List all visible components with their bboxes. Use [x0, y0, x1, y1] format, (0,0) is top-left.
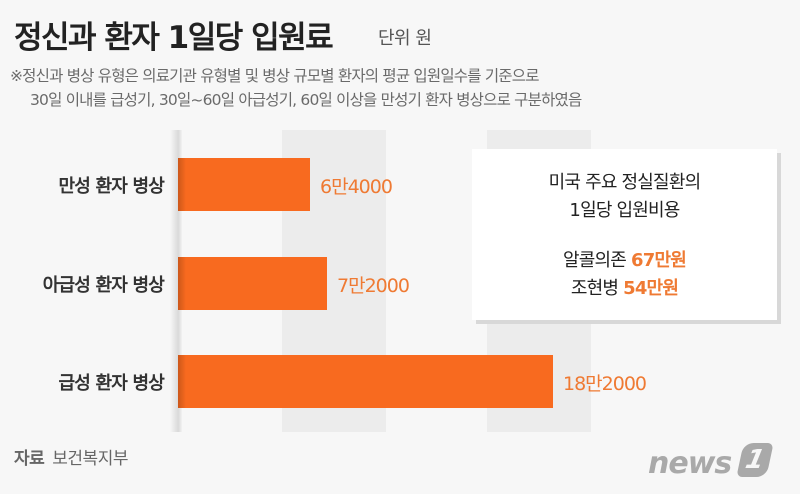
news1-logo: news	[648, 446, 732, 481]
infobox-heading-line-1: 미국 주요 정실질환의	[548, 172, 701, 193]
value-label: 18만2000	[563, 373, 647, 395]
infobox-item-schizophrenia: 조현병 54만원	[472, 275, 777, 303]
category-label: 급성 환자 병상	[58, 373, 165, 394]
bar-acute	[178, 355, 553, 408]
source-key: 자료	[14, 449, 45, 469]
category-label: 만성 환자 병상	[58, 176, 165, 197]
footnote-line-2: 30일 이내를 급성기, 30일~60일 아급성기, 60일 이상을 만성기 환…	[30, 91, 582, 109]
infobox-item-label: 알콜의존	[563, 250, 627, 271]
news1-logo-badge-icon: 1	[736, 443, 774, 477]
footnote-line-1: ※정신과 병상 유형은 의료기관 유형별 및 병상 규모별 환자의 평균 입원일…	[10, 67, 539, 85]
infobox-item-value: 67만원	[631, 250, 687, 271]
source-value: 보건복지부	[52, 449, 128, 469]
value-label: 6만4000	[320, 176, 393, 198]
infobox-heading-line-2: 1일당 입원비용	[569, 200, 680, 221]
us-cost-infobox: 미국 주요 정실질환의 1일당 입원비용 알콜의존 67만원 조현병 54만원	[472, 149, 777, 320]
infobox-item-label: 조현병	[570, 278, 619, 299]
source-credit: 자료 보건복지부	[14, 444, 128, 469]
value-label: 7만2000	[337, 275, 410, 297]
chart-title: 정신과 환자 1일당 입원료	[14, 20, 334, 56]
infobox-item-value: 54만원	[623, 278, 679, 299]
bar-chronic	[178, 158, 310, 211]
bar-subacute	[178, 257, 327, 310]
footnote: ※정신과 병상 유형은 의료기관 유형별 및 병상 규모별 환자의 평균 입원일…	[10, 64, 582, 112]
unit-label: 단위 원	[378, 28, 432, 49]
category-label: 아급성 환자 병상	[42, 275, 165, 296]
infobox-item-alcohol: 알콜의존 67만원	[472, 247, 777, 275]
